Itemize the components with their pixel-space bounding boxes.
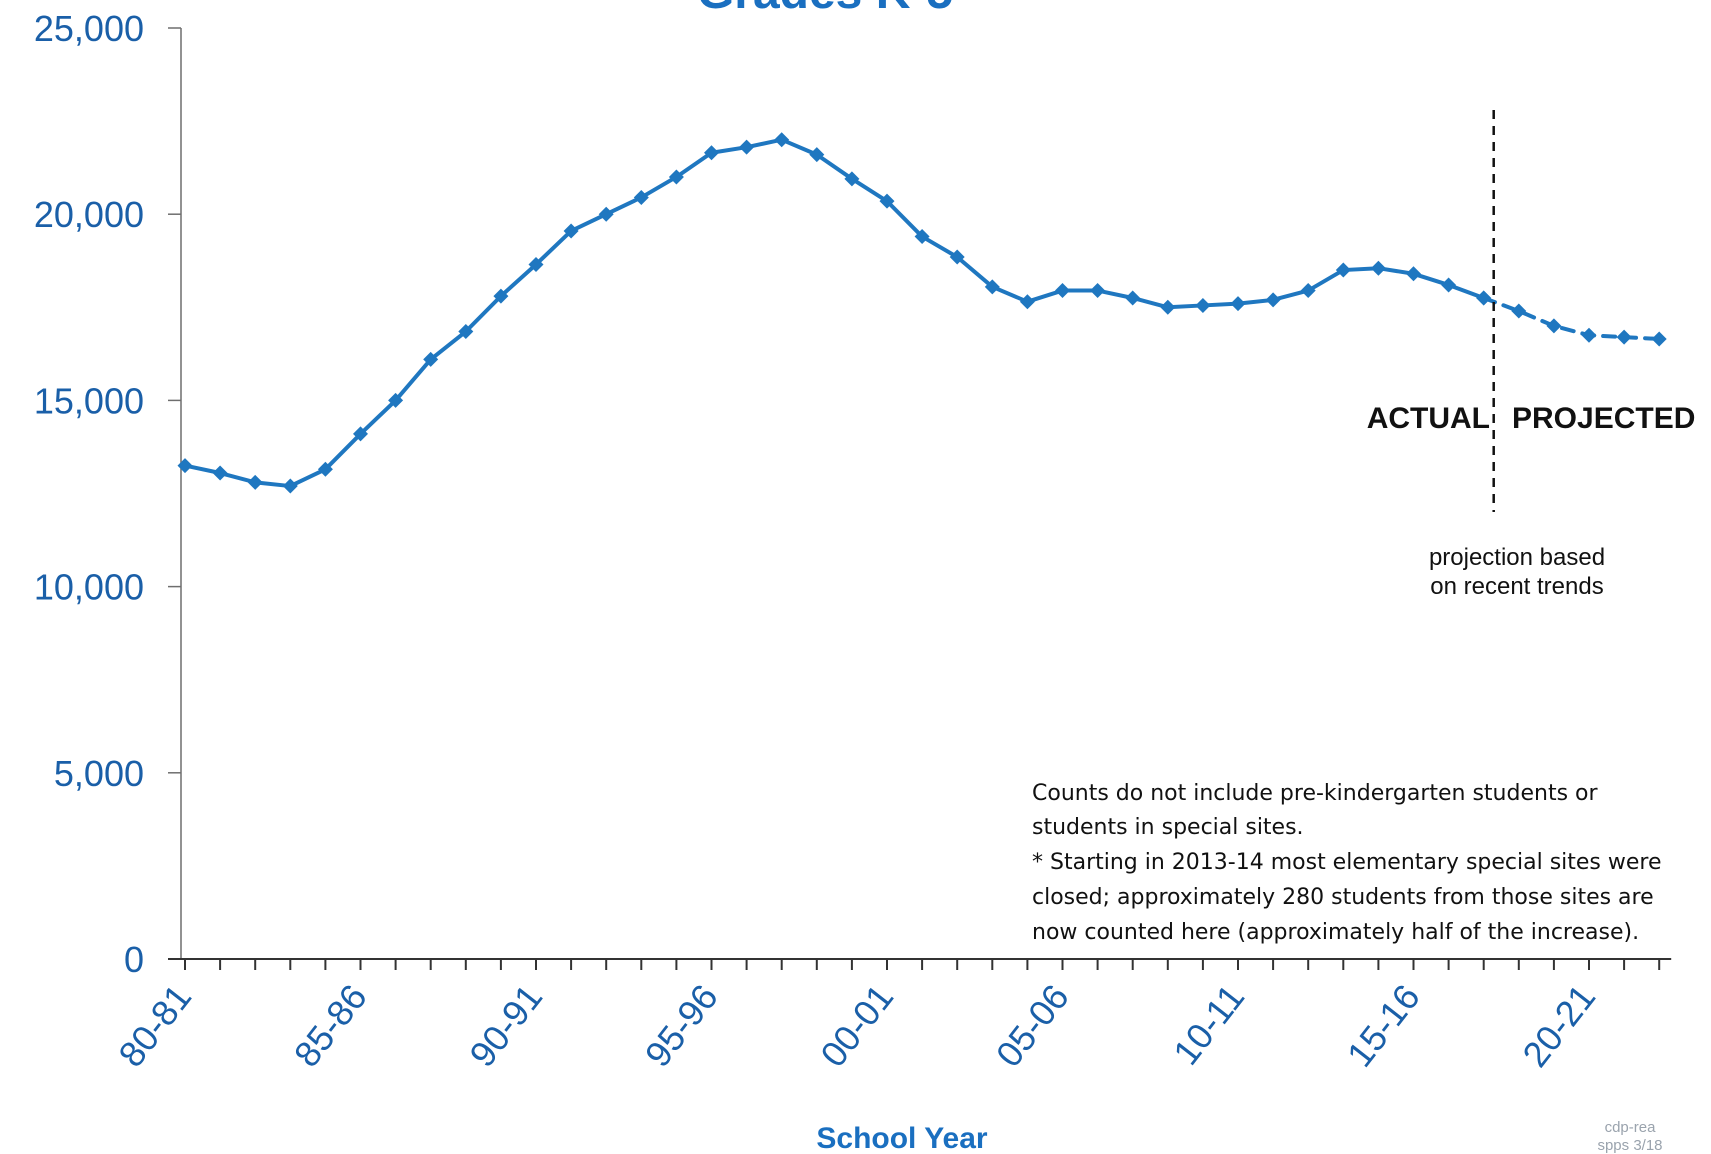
- actual-data-point: [879, 193, 895, 209]
- x-tick-label: 95-96: [637, 977, 726, 1075]
- projected-data-point: [1581, 327, 1597, 343]
- actual-data-point: [177, 458, 193, 474]
- projected-data-point: [1476, 290, 1492, 306]
- source-stamp-line1: cdp-rea: [1605, 1119, 1657, 1136]
- actual-data-point: [317, 461, 333, 477]
- actual-data-point: [1125, 290, 1141, 306]
- x-tick-label: 05-06: [988, 977, 1077, 1075]
- actual-data-point: [563, 223, 579, 239]
- x-tick-label: 80-81: [110, 977, 199, 1075]
- actual-data-point: [704, 145, 719, 161]
- actual-data-point: [1195, 297, 1211, 313]
- projected-series-line: [1481, 295, 1662, 341]
- projected-label: PROJECTED: [1512, 402, 1695, 435]
- actual-data-point: [528, 256, 544, 272]
- footnote-line-2: students in special sites.: [1032, 815, 1304, 840]
- footnote-block: Counts do not include pre-kindergarten s…: [1032, 781, 1662, 945]
- actual-data-point: [984, 279, 1000, 295]
- actual-data-point: [1300, 283, 1316, 299]
- actual-data-point: [247, 474, 263, 490]
- projected-data-point: [1511, 303, 1527, 319]
- x-tick-label: 10-11: [1165, 977, 1252, 1073]
- footnote-line-3: * Starting in 2013-14 most elementary sp…: [1032, 850, 1662, 875]
- actual-data-point: [1370, 260, 1386, 276]
- x-axis: 80-81 85-86 90-91 95-96 00-01 05-06 10-11 15-16…: [110, 958, 1672, 1075]
- x-tick-label: 15-16: [1339, 977, 1428, 1075]
- actual-data-point: [1441, 277, 1457, 293]
- y-tick-label: 25,000: [34, 8, 144, 49]
- actual-data-point: [353, 426, 368, 442]
- projected-data-point: [1546, 318, 1562, 334]
- actual-data-point: [633, 189, 649, 205]
- actual-data-point: [493, 288, 509, 304]
- actual-data-point: [914, 229, 930, 245]
- x-axis-label: School Year: [816, 1122, 988, 1154]
- actual-data-point: [282, 478, 298, 494]
- actual-data-point: [423, 351, 439, 367]
- actual-data-point: [1406, 266, 1421, 282]
- series-layer: [177, 132, 1667, 494]
- actual-data-point: [212, 465, 228, 481]
- x-tick-label: 00-01: [812, 977, 901, 1075]
- actual-data-point: [844, 171, 860, 187]
- projection-note-line2: on recent trends: [1430, 573, 1603, 600]
- projection-note-line1: projection based: [1429, 544, 1605, 571]
- y-tick-label: 5,000: [54, 753, 144, 794]
- x-tick-label: 20-21: [1514, 977, 1603, 1075]
- y-tick-label: 15,000: [34, 380, 144, 421]
- actual-data-point: [1090, 283, 1106, 299]
- actual-data-point: [809, 147, 825, 163]
- y-tick-label: 0: [124, 939, 144, 980]
- footnote-line-5: now counted here (approximately half of …: [1032, 920, 1639, 945]
- actual-data-point: [1160, 299, 1176, 315]
- actual-data-point: [458, 324, 474, 340]
- projected-data-point: [1616, 329, 1632, 345]
- footnote-line-1: Counts do not include pre-kindergarten s…: [1032, 781, 1598, 806]
- footnote-line-4: closed; approximately 280 students from …: [1032, 885, 1654, 910]
- actual-data-point: [739, 139, 755, 155]
- actual-data-point: [668, 169, 684, 185]
- actual-data-point: [1230, 296, 1246, 312]
- x-tick-label: 85-86: [286, 977, 375, 1075]
- y-tick-label: 20,000: [34, 194, 144, 235]
- actual-data-point: [949, 249, 965, 265]
- actual-data-point: [1265, 292, 1281, 308]
- actual-label: ACTUAL: [1367, 402, 1490, 435]
- y-tick-label: 10,000: [34, 567, 144, 608]
- actual-data-point: [1055, 283, 1070, 299]
- y-axis: 0 5,000 10,000 15,000 20,000 25,000: [34, 8, 182, 980]
- actual-data-point: [1019, 294, 1035, 310]
- actual-data-point: [388, 392, 404, 408]
- projected-data-point: [1651, 331, 1667, 347]
- source-stamp-line2: spps 3/18: [1597, 1137, 1662, 1154]
- x-tick-label: 90-91: [461, 977, 550, 1075]
- actual-series-line: [183, 137, 1486, 489]
- chart-title: Grades K-5: [697, 0, 953, 19]
- actual-data-point: [1335, 262, 1351, 278]
- actual-data-point: [774, 132, 790, 148]
- actual-data-point: [598, 206, 614, 222]
